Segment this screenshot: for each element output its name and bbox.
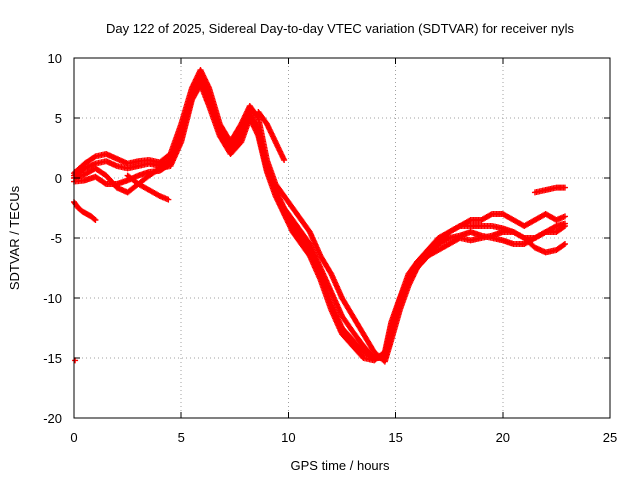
series-segment-e xyxy=(124,172,172,203)
chart-title: Day 122 of 2025, Sidereal Day-to-day VTE… xyxy=(106,21,574,36)
y-tick-label: -15 xyxy=(43,351,62,366)
x-axis-label: GPS time / hours xyxy=(291,458,390,473)
y-tick-label: -10 xyxy=(43,291,62,306)
y-tick-label: -20 xyxy=(43,411,62,426)
data-point xyxy=(91,216,98,223)
series-segment-g xyxy=(255,109,288,163)
x-tick-label: 20 xyxy=(496,430,510,445)
series-track-a xyxy=(71,67,568,365)
series-track-c xyxy=(71,81,568,364)
x-tick-label: 5 xyxy=(178,430,185,445)
y-tick-label: 5 xyxy=(55,111,62,126)
x-tick-label: 25 xyxy=(603,430,617,445)
data-point xyxy=(281,157,288,163)
series-track-d xyxy=(71,79,568,361)
y-tick-label: 10 xyxy=(48,51,62,66)
series-segment-h xyxy=(531,184,568,196)
series-segment-f xyxy=(71,199,99,223)
data-point xyxy=(92,217,99,223)
x-tick-label: 10 xyxy=(281,430,295,445)
data-point xyxy=(101,180,108,187)
y-axis-label: SDTVAR / TECUs xyxy=(7,185,22,290)
data-point xyxy=(561,220,568,227)
x-tick-label: 0 xyxy=(70,430,77,445)
data-points xyxy=(71,67,568,365)
x-tick-labels: 0 5 10 15 20 25 xyxy=(70,430,617,445)
tick-marks xyxy=(73,57,611,419)
data-point xyxy=(91,154,98,161)
y-tick-label: 0 xyxy=(55,171,62,186)
data-point xyxy=(561,213,568,220)
data-point xyxy=(560,241,567,248)
y-tick-labels: -20 -15 -10 -5 0 5 10 xyxy=(43,51,62,426)
y-tick-label: -5 xyxy=(50,231,62,246)
data-point xyxy=(561,184,568,191)
data-point xyxy=(561,241,568,247)
data-point xyxy=(165,196,172,203)
x-tick-label: 15 xyxy=(388,430,402,445)
